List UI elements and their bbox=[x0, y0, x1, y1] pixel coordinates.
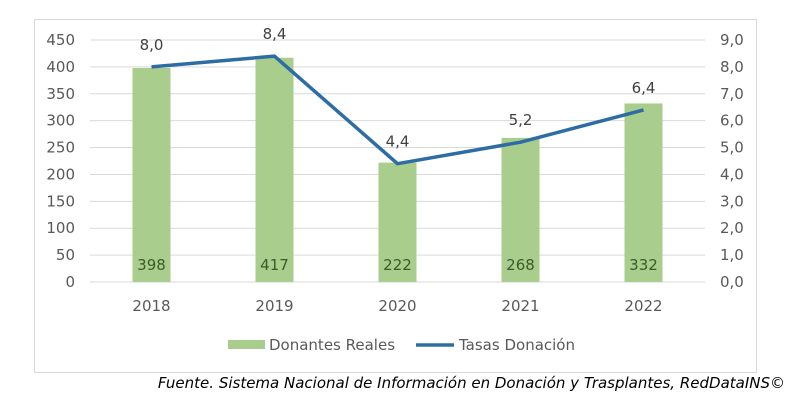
x-tick-label: 2018 bbox=[132, 297, 170, 315]
bar bbox=[132, 67, 171, 282]
bar-data-label: 417 bbox=[260, 256, 289, 274]
legend-label-line: Tasas Donación bbox=[458, 336, 575, 354]
left-tick-label: 200 bbox=[46, 165, 75, 183]
legend-swatch-bars bbox=[228, 340, 265, 349]
left-tick-label: 0 bbox=[65, 273, 75, 291]
bar-data-label: 222 bbox=[383, 256, 412, 274]
line-data-label: 4,4 bbox=[386, 133, 410, 151]
bar-data-label: 268 bbox=[506, 256, 535, 274]
right-tick-label: 9,0 bbox=[720, 31, 744, 49]
right-tick-label: 7,0 bbox=[720, 85, 744, 103]
left-tick-label: 250 bbox=[46, 139, 75, 157]
left-tick-label: 300 bbox=[46, 112, 75, 130]
bar bbox=[378, 162, 417, 282]
left-tick-label: 50 bbox=[56, 246, 75, 264]
x-tick-label: 2019 bbox=[255, 297, 293, 315]
right-tick-label: 4,0 bbox=[720, 165, 744, 183]
left-tick-label: 350 bbox=[46, 85, 75, 103]
line-data-label: 5,2 bbox=[509, 111, 533, 129]
right-tick-label: 8,0 bbox=[720, 58, 744, 76]
left-tick-label: 100 bbox=[46, 219, 75, 237]
right-tick-label: 3,0 bbox=[720, 192, 744, 210]
left-tick-label: 150 bbox=[46, 192, 75, 210]
line-data-label: 8,4 bbox=[263, 25, 287, 43]
bar-data-label: 398 bbox=[137, 256, 166, 274]
bar-data-label: 332 bbox=[629, 256, 658, 274]
source-caption: Fuente. Sistema Nacional de Información … bbox=[157, 374, 785, 392]
right-tick-label: 5,0 bbox=[720, 139, 744, 157]
bar bbox=[501, 137, 540, 282]
left-tick-label: 450 bbox=[46, 31, 75, 49]
x-tick-label: 2021 bbox=[501, 297, 539, 315]
line-data-label: 6,4 bbox=[632, 79, 656, 97]
right-tick-label: 2,0 bbox=[720, 219, 744, 237]
chart-frame bbox=[34, 19, 757, 373]
right-tick-label: 0,0 bbox=[720, 273, 744, 291]
x-tick-label: 2020 bbox=[378, 297, 416, 315]
bar bbox=[255, 57, 294, 282]
left-tick-label: 400 bbox=[46, 58, 75, 76]
line-data-label: 8,0 bbox=[140, 36, 164, 54]
x-tick-label: 2022 bbox=[624, 297, 662, 315]
right-tick-label: 1,0 bbox=[720, 246, 744, 264]
legend-label-bars: Donantes Reales bbox=[269, 336, 395, 354]
right-tick-label: 6,0 bbox=[720, 112, 744, 130]
bar bbox=[624, 103, 663, 282]
